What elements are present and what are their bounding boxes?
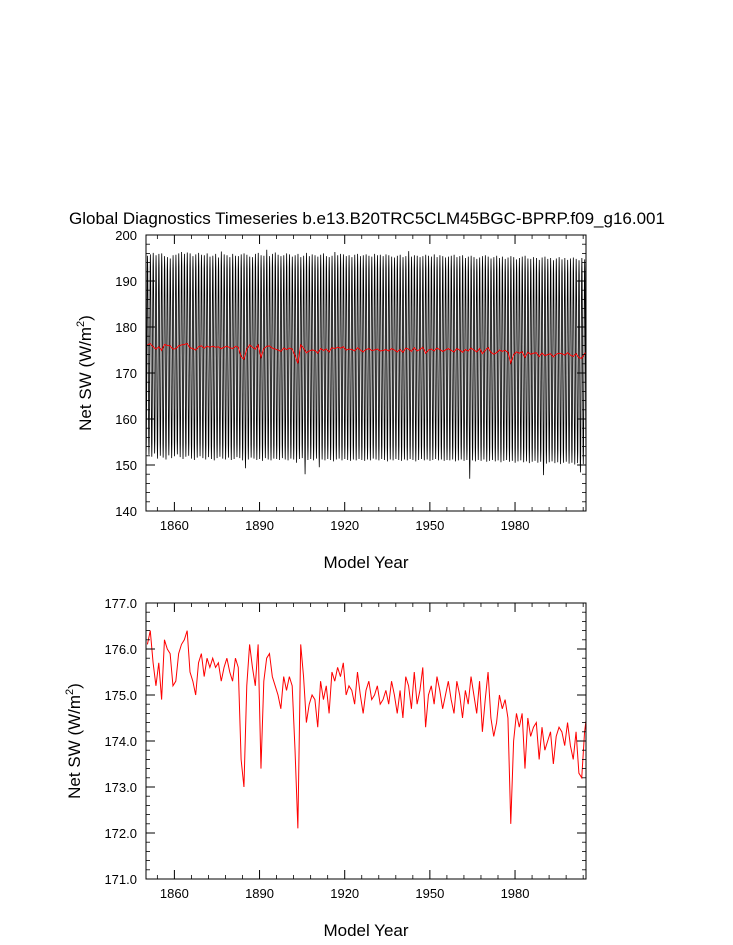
x-tick-label: 1950 xyxy=(415,518,444,533)
y-axis-label: Net SW (W/m2) xyxy=(75,315,95,431)
x-tick-label: 1860 xyxy=(160,518,189,533)
y-tick-label: 180 xyxy=(115,320,137,335)
y-tick-label: 160 xyxy=(115,412,137,427)
x-axis-label: Model Year xyxy=(323,921,408,940)
y-tick-label: 170 xyxy=(115,366,137,381)
plot-frame xyxy=(145,602,587,880)
x-tick-label: 1980 xyxy=(501,518,530,533)
y-axis-label: Net SW (W/m2) xyxy=(64,683,84,799)
y-tick-label: 177.0 xyxy=(104,596,137,611)
y-tick-label: 190 xyxy=(115,274,137,289)
x-tick-label: 1920 xyxy=(330,518,359,533)
y-tick-label: 140 xyxy=(115,504,137,519)
plot-frame xyxy=(145,234,587,512)
series-line-annual-mean xyxy=(147,342,586,365)
timeseries-panel-annual: 1860 1890 1920 1950 1980 171.0 172.0 173.0 174.0… xyxy=(64,596,587,940)
x-tick-label: 1860 xyxy=(160,886,189,901)
y-tick-label: 175.0 xyxy=(104,688,137,703)
x-axis-label: Model Year xyxy=(323,553,408,572)
y-tick-label: 173.0 xyxy=(104,780,137,795)
y-tick-label: 172.0 xyxy=(104,826,137,841)
chart-title: Global Diagnostics Timeseries b.e13.B20T… xyxy=(69,209,665,228)
series-line-annual-mean xyxy=(146,630,586,829)
y-tick-label: 150 xyxy=(115,458,137,473)
timeseries-panel-monthly: Global Diagnostics Timeseries b.e13.B20T… xyxy=(69,209,665,572)
series-line-monthly xyxy=(146,249,586,479)
x-tick-label: 1980 xyxy=(501,886,530,901)
axes-layer: 1860 1890 1920 1950 1980 171.0 172.0 173.0 174.0… xyxy=(104,596,586,901)
y-tick-label: 174.0 xyxy=(104,734,137,749)
x-tick-label: 1920 xyxy=(330,886,359,901)
x-tick-label: 1950 xyxy=(415,886,444,901)
y-tick-label: 171.0 xyxy=(104,872,137,887)
axes-layer: 1860 1890 1920 1950 1980 140 150 160 170 180 190 20… xyxy=(115,228,586,533)
x-tick-label: 1890 xyxy=(245,518,274,533)
series-layer xyxy=(146,630,586,829)
y-tick-label: 200 xyxy=(115,228,137,243)
series-layer xyxy=(146,249,586,479)
y-tick-label: 176.0 xyxy=(104,642,137,657)
x-tick-label: 1890 xyxy=(245,886,274,901)
